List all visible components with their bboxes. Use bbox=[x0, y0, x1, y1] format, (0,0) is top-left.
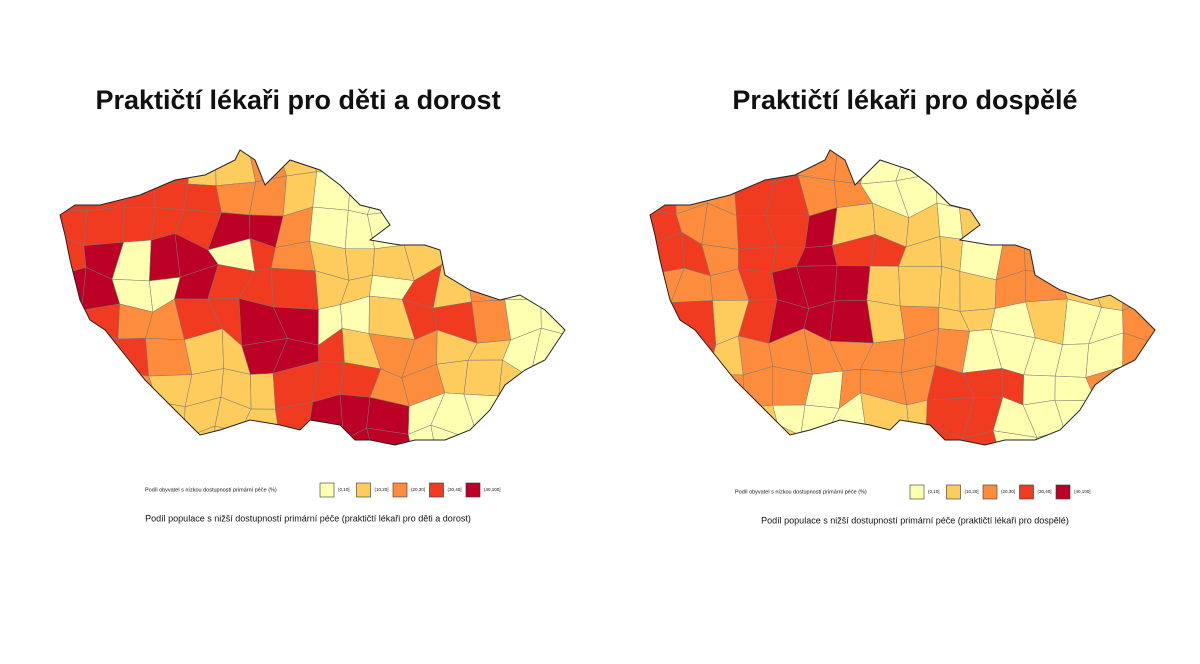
legend-label: (30,40] bbox=[448, 487, 462, 492]
legend: Podíl obyvatel s nízkou dostupností prim… bbox=[145, 482, 501, 498]
district bbox=[898, 266, 942, 308]
district bbox=[183, 183, 222, 213]
legend-label: (20,30] bbox=[1001, 489, 1015, 494]
legend-swatch bbox=[319, 482, 335, 498]
district bbox=[250, 373, 276, 410]
district bbox=[992, 430, 1038, 445]
country-outline bbox=[59, 149, 566, 446]
legend-label: (10,20] bbox=[375, 487, 389, 492]
legend-label: (10,20] bbox=[965, 489, 979, 494]
district bbox=[149, 233, 181, 282]
legend-swatch bbox=[946, 484, 961, 500]
legend-label: (20,30] bbox=[411, 487, 425, 492]
district bbox=[866, 265, 901, 307]
district bbox=[215, 181, 256, 216]
legend-swatch bbox=[356, 482, 371, 498]
legend-swatch bbox=[1055, 484, 1071, 500]
district bbox=[738, 246, 777, 273]
district bbox=[866, 299, 906, 344]
district bbox=[834, 265, 871, 302]
legend-title: Podíl obyvatel s nízkou dostupností prim… bbox=[145, 487, 277, 493]
legend-swatch bbox=[909, 484, 925, 500]
district bbox=[407, 424, 439, 445]
legend-label: (40,100] bbox=[1074, 489, 1091, 494]
district bbox=[471, 299, 512, 344]
legend: Podíl obyvatel s nízkou dostupností prim… bbox=[735, 484, 1091, 500]
map-title: Praktičtí lékaři pro dospělé bbox=[732, 85, 1077, 115]
district bbox=[463, 359, 503, 397]
country-outline bbox=[649, 149, 1156, 446]
district bbox=[939, 236, 963, 272]
district bbox=[123, 206, 156, 243]
legend-swatch bbox=[465, 482, 481, 498]
map-caption: Podíl populace s nižší dostupností primá… bbox=[145, 513, 471, 523]
district bbox=[962, 430, 1004, 445]
district bbox=[936, 202, 963, 240]
legend-label: (0,10] bbox=[338, 487, 350, 492]
legend-label: (30,40] bbox=[1038, 489, 1052, 494]
map-title: Praktičtí lékaři pro děti a dorost bbox=[95, 85, 500, 115]
district bbox=[335, 427, 377, 445]
legend-swatch bbox=[1019, 484, 1034, 500]
district bbox=[366, 427, 416, 445]
district bbox=[829, 299, 874, 344]
district bbox=[83, 206, 125, 246]
map-caption: Podíl populace s nižší dostupností primá… bbox=[761, 515, 1069, 525]
legend-swatch bbox=[429, 482, 444, 498]
district bbox=[270, 267, 319, 310]
legend-swatch bbox=[982, 484, 998, 500]
legend-swatch bbox=[392, 482, 408, 498]
legend-label: (0,10] bbox=[928, 489, 940, 494]
district bbox=[938, 266, 961, 312]
district bbox=[145, 338, 193, 377]
district bbox=[1022, 374, 1056, 406]
legend-label: (40,100] bbox=[484, 487, 501, 492]
legend-title: Podíl obyvatel s nízkou dostupností prim… bbox=[735, 489, 867, 495]
